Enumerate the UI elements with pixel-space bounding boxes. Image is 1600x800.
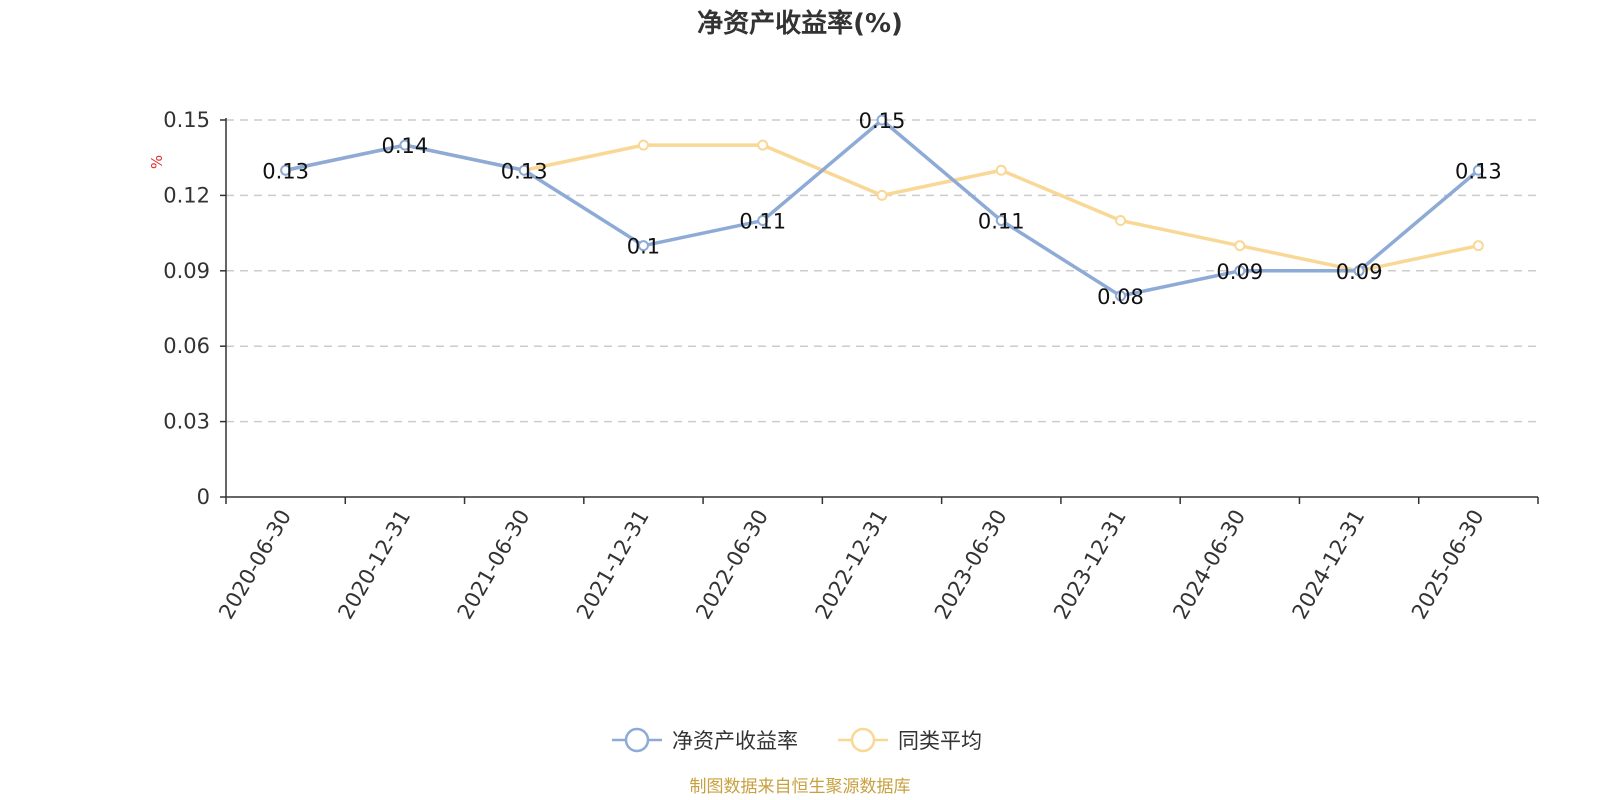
series-layer [280,114,1484,302]
x-tick-label: 2023-12-31 [1049,506,1131,624]
data-label: 0.13 [1455,159,1502,183]
axes: 0 0.03 0.06 0.09 0.12 0.15 2020-06-30 2020-12-3… [163,108,1539,624]
chart-title: 净资产收益率(%) [697,8,903,39]
data-label: 0.09 [1336,260,1383,284]
y-tick-label: 0 [197,485,210,509]
series-line-roe [285,118,1480,298]
legend-item-peer-average[interactable]: 同类平均 [838,727,982,753]
data-label: 0.13 [262,159,309,183]
x-tick-label: 2021-12-31 [572,506,654,624]
data-label: 0.13 [501,159,548,183]
y-tick-label: 0.12 [163,183,210,207]
data-point-peer-average[interactable] [876,189,888,201]
data-point-peer-average[interactable] [1115,215,1127,227]
data-point-peer-average[interactable] [757,139,769,151]
x-tick-label: 2020-06-30 [214,506,296,624]
x-tick-label: 2021-06-30 [453,506,535,624]
data-point-roe[interactable] [995,215,1007,227]
y-tick-label: 0.03 [163,410,210,434]
data-point-roe[interactable] [1353,265,1365,277]
x-tick-label: 2025-06-30 [1407,506,1489,624]
data-point-roe[interactable] [757,215,769,227]
data-point-roe[interactable] [1115,290,1127,302]
y-tick-label: 0.15 [163,108,210,132]
y-axis-unit-label: % [148,155,166,169]
data-point-roe[interactable] [1234,265,1246,277]
x-tick-label: 2022-06-30 [691,506,773,624]
data-point-peer-average[interactable] [1234,240,1246,252]
data-point-roe[interactable] [399,139,411,151]
data-point-peer-average[interactable] [995,164,1007,176]
data-point-roe[interactable] [518,164,530,176]
series-line-peer-average [285,143,1479,273]
data-point-roe[interactable] [1472,164,1484,176]
data-labels: 0.13 0.14 0.13 0.1 0.11 0.15 0.11 0.08 0.09 0.09 0… [262,109,1501,309]
legend[interactable]: 净资产收益率 同类平均 [612,727,982,753]
y-tick-label: 0.09 [163,259,210,283]
data-point-roe[interactable] [637,240,649,252]
data-label: 0.14 [382,134,429,158]
x-tick-label: 2023-06-30 [930,506,1012,624]
data-point-peer-average[interactable] [637,139,649,151]
legend-item-roe[interactable]: 净资产收益率 [612,727,798,753]
data-label: 0.11 [739,210,786,234]
legend-label: 同类平均 [898,729,982,753]
x-tick-label: 2024-12-31 [1288,506,1370,624]
x-tick-label: 2024-06-30 [1168,506,1250,624]
legend-marker [624,727,650,753]
data-label: 0.09 [1216,260,1263,284]
x-tick-label: 2020-12-31 [333,505,415,623]
legend-marker [850,727,876,753]
data-label: 0.08 [1097,285,1144,309]
data-point-roe[interactable] [876,114,888,126]
data-source-note: 制图数据来自恒生聚源数据库 [690,777,911,797]
data-point-roe[interactable] [280,164,292,176]
legend-label: 净资产收益率 [672,729,798,753]
data-label: 0.15 [859,109,906,133]
x-tick-label: 2022-12-31 [811,506,893,624]
data-label: 0.1 [627,235,660,259]
data-point-peer-average[interactable] [1472,240,1484,252]
data-label: 0.11 [978,210,1025,234]
y-tick-label: 0.06 [163,334,210,358]
